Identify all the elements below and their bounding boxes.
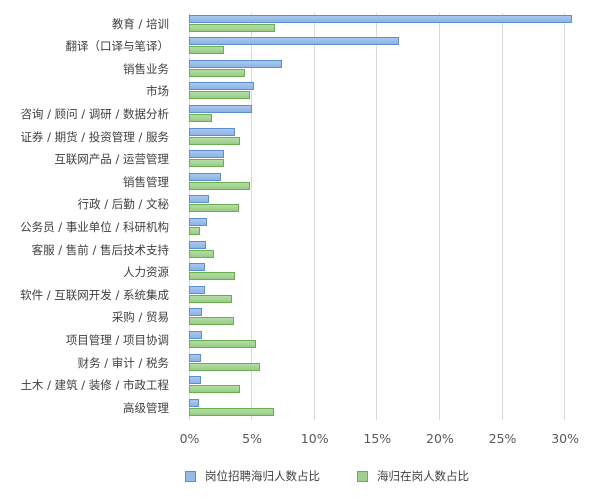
x-tick-label: 20% — [425, 431, 454, 446]
category-label: 翻译（口译与笔译） — [65, 39, 170, 54]
bar-recruitment[interactable] — [188, 37, 399, 46]
bar-recruitment[interactable] — [188, 127, 235, 136]
x-tick-label: 15% — [363, 431, 392, 446]
bar-recruitment[interactable] — [188, 398, 199, 407]
bar-employed[interactable] — [188, 46, 224, 55]
bar-employed[interactable] — [188, 181, 250, 190]
bar-recruitment[interactable] — [188, 376, 202, 385]
bar-employed[interactable] — [188, 226, 200, 235]
x-tick-label: 30% — [551, 431, 579, 446]
category-label: 高级管理 — [123, 400, 169, 415]
gridline — [564, 13, 565, 420]
legend-item-recruitment[interactable]: 岗位招聘海归人数占比 — [185, 468, 320, 484]
value-axis-line — [189, 13, 190, 420]
category-label: 软件 / 互联网开发 / 系统集成 — [20, 287, 169, 302]
category-label: 财务 / 审计 / 税务 — [77, 355, 169, 370]
legend-swatch-green-icon — [357, 470, 368, 482]
category-label: 客服 / 售前 / 售后技术支持 — [31, 242, 169, 257]
bar-recruitment[interactable] — [188, 263, 205, 272]
category-label: 咨询 / 顾问 / 调研 / 数据分析 — [20, 106, 169, 121]
bar-recruitment[interactable] — [188, 150, 224, 159]
gridline — [314, 13, 315, 420]
bar-recruitment[interactable] — [188, 308, 203, 317]
x-tick-label: 0% — [179, 431, 200, 446]
category-label: 销售业务 — [123, 61, 169, 76]
category-label: 采购 / 贸易 — [111, 310, 169, 325]
category-label: 销售管理 — [123, 174, 169, 189]
x-tick-label: 25% — [488, 431, 517, 446]
category-label: 互联网产品 / 运营管理 — [54, 152, 169, 167]
bar-employed[interactable] — [188, 249, 214, 258]
category-label: 市场 — [146, 84, 169, 99]
bar-recruitment[interactable] — [188, 330, 203, 339]
legend-item-employed[interactable]: 海归在岗人数占比 — [357, 468, 469, 484]
category-label: 土木 / 建筑 / 装修 / 市政工程 — [20, 378, 169, 393]
bar-employed[interactable] — [188, 113, 213, 122]
bar-employed[interactable] — [188, 204, 239, 213]
bar-employed[interactable] — [188, 136, 240, 145]
bar-recruitment[interactable] — [188, 14, 572, 23]
bar-recruitment[interactable] — [188, 217, 208, 226]
category-label: 人力资源 — [123, 265, 169, 280]
bar-employed[interactable] — [188, 407, 274, 416]
bar-recruitment[interactable] — [188, 353, 202, 362]
x-tick-label: 5% — [242, 431, 263, 446]
category-label: 项目管理 / 项目协调 — [65, 332, 169, 347]
legend: 岗位招聘海归人数占比 海归在岗人数占比 — [0, 468, 600, 484]
bar-recruitment[interactable] — [188, 195, 209, 204]
bar-employed[interactable] — [188, 91, 250, 100]
bar-employed[interactable] — [188, 68, 245, 77]
gridline — [502, 13, 503, 420]
legend-label: 岗位招聘海归人数占比 — [205, 469, 320, 483]
bar-employed[interactable] — [188, 385, 240, 394]
gridline — [251, 13, 252, 420]
bar-employed[interactable] — [188, 317, 234, 326]
bar-recruitment[interactable] — [188, 59, 283, 68]
bar-employed[interactable] — [188, 272, 235, 281]
legend-label: 海归在岗人数占比 — [377, 469, 469, 483]
bar-recruitment[interactable] — [188, 104, 253, 113]
bar-recruitment[interactable] — [188, 82, 254, 91]
gridline — [376, 13, 377, 420]
category-label: 公务员 / 事业单位 / 科研机构 — [20, 219, 169, 234]
bar-recruitment[interactable] — [188, 172, 222, 181]
category-label: 证券 / 期货 / 投资管理 / 服务 — [20, 129, 169, 144]
category-label: 教育 / 培训 — [111, 16, 169, 31]
gridline — [439, 13, 440, 420]
bar-employed[interactable] — [188, 362, 260, 371]
bar-employed[interactable] — [188, 339, 257, 348]
bar-employed[interactable] — [188, 159, 224, 168]
bar-employed[interactable] — [188, 294, 233, 303]
legend-swatch-blue-icon — [185, 470, 196, 482]
bar-recruitment[interactable] — [188, 240, 207, 249]
x-tick-label: 10% — [300, 431, 329, 446]
category-label: 行政 / 后勤 / 文秘 — [77, 197, 169, 212]
bar-recruitment[interactable] — [188, 285, 205, 294]
bar-employed[interactable] — [188, 23, 275, 32]
